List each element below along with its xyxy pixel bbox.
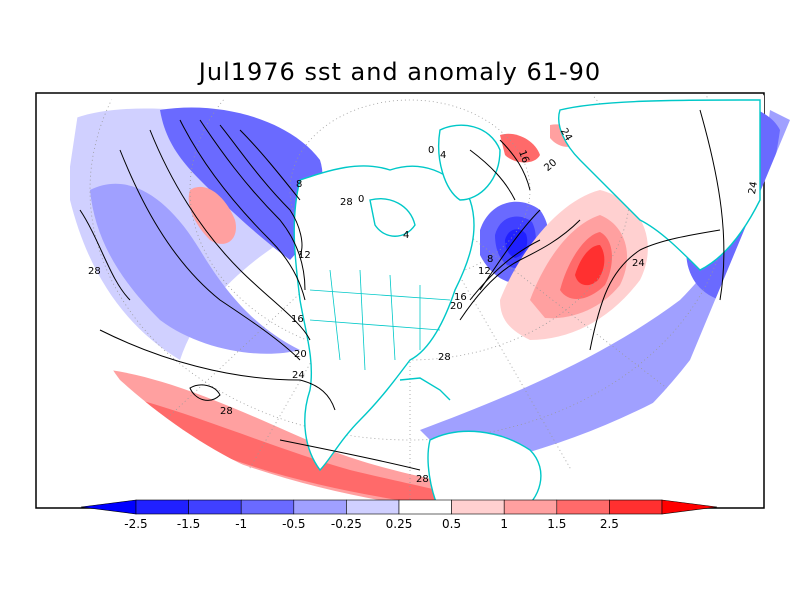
contour-label: 16: [454, 292, 467, 303]
contour-label: 28: [88, 266, 101, 277]
greenland-land: [438, 124, 501, 201]
north-america-land: [293, 165, 475, 472]
colorbar-tick-label: -0.25: [331, 517, 362, 531]
caribbean-islands: [399, 377, 451, 401]
colorbar-swatch: [188, 499, 242, 515]
contour-label: 20: [450, 301, 463, 312]
colorbar-swatch: [503, 499, 558, 515]
contour-label: 24: [292, 370, 305, 381]
colorbar-swatch: [240, 499, 295, 515]
colorbar-tick-label: -1: [235, 517, 247, 531]
colorbar-tick-label: 0.25: [386, 517, 413, 531]
south-america-land: [427, 430, 542, 513]
contour-label: 16: [291, 314, 304, 325]
colorbar: -2.5 -1.5 -1 -0.5 -0.25 0.25 0.5 1 1.5 2.5: [80, 499, 718, 531]
contour-label: 20: [294, 349, 307, 360]
contour-label: 28: [438, 352, 451, 363]
europe-africa-land: [558, 99, 761, 271]
colorbar-high-arrow: [661, 499, 718, 515]
contour-label: 8: [487, 254, 493, 265]
map-title: Jul1976 sst and anomaly 61-90: [198, 58, 602, 86]
colorbar-swatch: [556, 499, 610, 515]
colorbar-tick-label: 0.5: [442, 517, 461, 531]
hudson-bay: [369, 198, 416, 237]
colorbar-tick-label: -0.5: [282, 517, 305, 531]
contour-label: 28: [340, 197, 353, 208]
anomaly-band-neg-pacific-mid: [90, 183, 300, 354]
contour-labels: 28 8 12 16 20 24 28 0 4 8 12 16 20 24 24…: [88, 127, 760, 485]
anomaly-band-pos-tropical-pacific: [110, 370, 480, 512]
colorbar-tick-label: 1.5: [547, 517, 566, 531]
coastlines: [293, 99, 761, 513]
colorbar-tick-label: -2.5: [124, 517, 147, 531]
colorbar-swatch: [346, 499, 400, 515]
contour-label: 16: [516, 149, 531, 165]
state-boundaries: [309, 269, 451, 371]
colorbar-swatch: [135, 499, 189, 515]
contour-label: 4: [440, 150, 446, 161]
contour-label: 0: [428, 145, 434, 156]
colorbar-swatch: [293, 499, 347, 515]
contour-label: 8: [296, 179, 302, 190]
contour-label: 12: [478, 266, 491, 277]
contour-label: 28: [220, 406, 233, 417]
contour-label: 4: [403, 230, 409, 241]
colorbar-tick-label: -1.5: [177, 517, 200, 531]
contour-label: 0: [358, 194, 364, 205]
colorbar-swatch: [451, 499, 505, 515]
anomaly-core-pos-northeast-pacific: [188, 186, 236, 244]
anomaly-core-pos-arctic: [500, 133, 540, 163]
colorbar-low-arrow: [80, 499, 137, 515]
colorbar-swatch: [609, 499, 663, 515]
contour-label: 12: [298, 250, 311, 261]
contour-label: 24: [632, 258, 645, 269]
colorbar-tick-label: 2.5: [600, 517, 619, 531]
contour-label: 24: [747, 181, 760, 195]
contour-label: 28: [416, 474, 429, 485]
sst-contours: [79, 109, 725, 471]
colorbar-tick-label: 1: [500, 517, 508, 531]
colorbar-swatch: [398, 499, 452, 515]
